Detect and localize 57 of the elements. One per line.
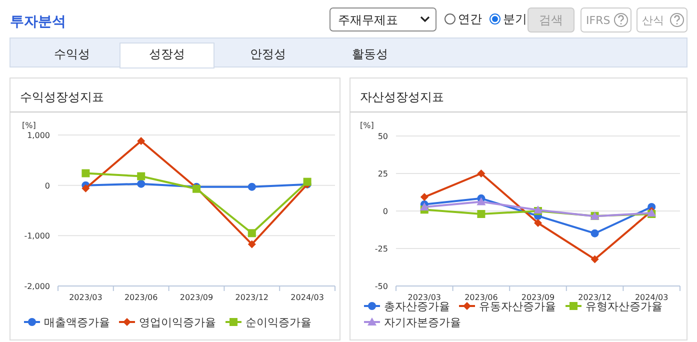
chart-title: 수익성장성지표 bbox=[20, 90, 104, 104]
point bbox=[248, 182, 256, 191]
x-tick-label: 2023/03 bbox=[69, 293, 102, 302]
text: 수익성 bbox=[54, 47, 90, 61]
point bbox=[248, 240, 256, 248]
text: 주재무제표 bbox=[338, 13, 398, 27]
y-tick-label: 50 bbox=[378, 132, 388, 141]
point bbox=[303, 178, 312, 186]
text: 산식 bbox=[642, 14, 664, 27]
y-tick-label: 1,000 bbox=[27, 131, 50, 140]
x-tick-label: 2023/09 bbox=[180, 293, 214, 302]
point bbox=[590, 229, 599, 238]
y-tick-label: 25 bbox=[378, 170, 388, 178]
legend-label: 자기자본증가율 bbox=[384, 316, 461, 329]
point bbox=[590, 255, 599, 264]
legend-label: 영업이익증가율 bbox=[139, 316, 216, 329]
point bbox=[137, 172, 146, 180]
point bbox=[477, 210, 486, 218]
text: 분기 bbox=[503, 12, 527, 26]
x-tick-label: 2023/09 bbox=[521, 293, 555, 302]
legend-label: 유동자산증가율 bbox=[479, 300, 556, 313]
legend-label: 순이익증가율 bbox=[246, 316, 312, 329]
point bbox=[82, 184, 90, 192]
y-axis-title: [%] bbox=[360, 121, 374, 130]
x-tick-label: 2024/03 bbox=[634, 293, 668, 302]
text: 연간 bbox=[458, 12, 482, 26]
text: 안정성 bbox=[250, 47, 286, 61]
y-tick-label: -25 bbox=[374, 244, 388, 254]
chart-title: 자산성장성지표 bbox=[360, 90, 444, 104]
text: IFRS bbox=[586, 14, 610, 27]
point bbox=[248, 229, 256, 238]
point bbox=[137, 137, 146, 146]
point bbox=[137, 180, 146, 188]
x-tick-label: 2023/12 bbox=[235, 293, 269, 302]
text: 성장성 bbox=[149, 47, 185, 61]
point bbox=[82, 169, 90, 178]
y-tick-label: -2,000 bbox=[24, 282, 50, 291]
y-tick-label: 0 bbox=[382, 207, 388, 216]
y-tick-label: -1,000 bbox=[24, 232, 50, 241]
text: 활동성 bbox=[352, 47, 388, 61]
legend-label: 매출액증가율 bbox=[44, 316, 110, 329]
y-tick-label: 0 bbox=[44, 181, 50, 190]
text: 투자분석 bbox=[10, 14, 66, 30]
x-tick-label: 2023/06 bbox=[124, 293, 158, 302]
text: 검색 bbox=[539, 13, 563, 27]
x-tick-label: 2024/03 bbox=[290, 293, 324, 302]
point bbox=[534, 219, 542, 227]
legend-label: 유형자산증가율 bbox=[586, 300, 662, 313]
point bbox=[477, 170, 486, 178]
point bbox=[420, 193, 428, 202]
x-tick-label: 2023/12 bbox=[578, 293, 612, 302]
point bbox=[476, 197, 486, 206]
x-tick-label: 2023/06 bbox=[464, 293, 498, 302]
legend-label: 총자산증가율 bbox=[384, 300, 450, 313]
y-axis-title: [%] bbox=[22, 121, 36, 130]
x-tick-label: 2023/03 bbox=[408, 293, 442, 302]
y-tick-label: -50 bbox=[374, 282, 388, 291]
